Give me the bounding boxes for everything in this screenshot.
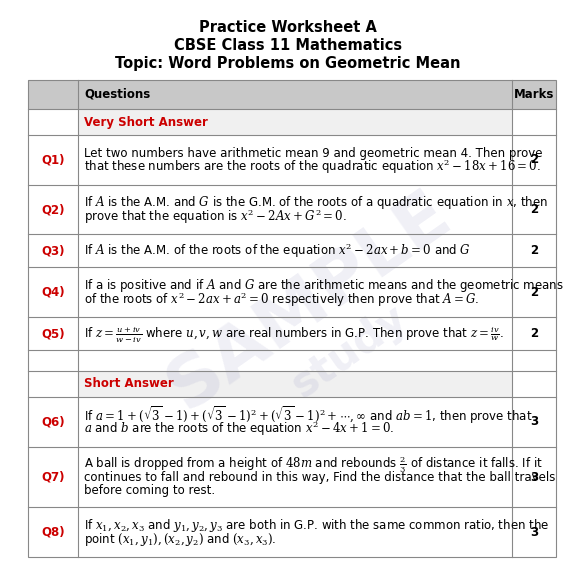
- Text: point $(x_1, y_1), (x_2, y_2)$ and $(x_3, x_3)$.: point $(x_1, y_1), (x_2, y_2)$ and $(x_3…: [84, 531, 276, 548]
- Text: 3: 3: [530, 471, 538, 484]
- Text: A ball is dropped from a height of $48m$ and rebounds $\frac{2}{3}$ of distance : A ball is dropped from a height of $48m$…: [84, 453, 543, 475]
- Text: Let two numbers have arithmetic mean 9 and geometric mean 4. Then prove: Let two numbers have arithmetic mean 9 a…: [84, 146, 543, 159]
- Text: Q6): Q6): [41, 415, 65, 429]
- Text: Practice Worksheet A: Practice Worksheet A: [199, 20, 377, 35]
- Bar: [28, 80, 556, 557]
- Text: continues to fall and rebound in this way, Find the distance that the ball trave: continues to fall and rebound in this wa…: [84, 471, 555, 484]
- Bar: [28, 80, 556, 109]
- Text: Q7): Q7): [41, 471, 65, 484]
- Bar: [78, 371, 512, 397]
- Text: If $a = 1 + (\sqrt{3}-1) + (\sqrt{3}-1)^2 + (\sqrt{3}-1)^2 + \cdots,\infty$ and : If $a = 1 + (\sqrt{3}-1) + (\sqrt{3}-1)^…: [84, 404, 533, 426]
- Text: 2: 2: [530, 245, 538, 257]
- Text: 2: 2: [530, 154, 538, 167]
- Text: If $z = \frac{u+iv}{w-iv}$ where $u, v, w$ are real numbers in G.P. Then prove t: If $z = \frac{u+iv}{w-iv}$ where $u, v, …: [84, 323, 504, 344]
- Text: Q4): Q4): [41, 286, 65, 299]
- Text: $a$ and $b$ are the roots of the equation $x^2 - 4x + 1 = 0$.: $a$ and $b$ are the roots of the equatio…: [84, 420, 395, 438]
- Text: If $A$ is the A.M. of the roots of the equation $x^2 - 2ax + b = 0$ and $G$: If $A$ is the A.M. of the roots of the e…: [84, 241, 471, 260]
- Text: Very Short Answer: Very Short Answer: [84, 116, 208, 128]
- Text: CBSE Class 11 Mathematics: CBSE Class 11 Mathematics: [174, 38, 402, 53]
- Text: Q2): Q2): [41, 203, 65, 216]
- Bar: [78, 109, 512, 135]
- Text: If $x_1, x_2, x_3$ and $y_1, y_2, y_3$ are both in G.P. with the same common rat: If $x_1, x_2, x_3$ and $y_1, y_2, y_3$ a…: [84, 517, 549, 534]
- Text: Marks: Marks: [514, 88, 554, 101]
- Text: 2: 2: [530, 203, 538, 216]
- Text: Questions: Questions: [84, 88, 150, 101]
- Text: SAMPLE: SAMPLE: [156, 178, 464, 424]
- Text: 2: 2: [530, 327, 538, 340]
- Text: before coming to rest.: before coming to rest.: [84, 484, 215, 496]
- Text: Q5): Q5): [41, 327, 65, 340]
- Text: study: study: [284, 296, 416, 406]
- Text: Short Answer: Short Answer: [84, 378, 174, 390]
- Text: Q8): Q8): [41, 526, 65, 539]
- Text: Topic: Word Problems on Geometric Mean: Topic: Word Problems on Geometric Mean: [115, 56, 461, 71]
- Text: If $A$ is the A.M. and $G$ is the G.M. of the roots of a quadratic equation in $: If $A$ is the A.M. and $G$ is the G.M. o…: [84, 194, 548, 211]
- Text: 3: 3: [530, 526, 538, 539]
- Text: Q1): Q1): [41, 154, 65, 167]
- Text: Q3): Q3): [41, 245, 65, 257]
- Text: prove that the equation is $x^2 - 2Ax + G^2 = 0$.: prove that the equation is $x^2 - 2Ax + …: [84, 207, 347, 226]
- Text: that these numbers are the roots of the quadratic equation $x^2 - 18x + 16 = 0$.: that these numbers are the roots of the …: [84, 158, 541, 176]
- Text: 2: 2: [530, 286, 538, 299]
- Text: of the roots of $x^2 - 2ax + a^2 = 0$ respectively then prove that $A = G$.: of the roots of $x^2 - 2ax + a^2 = 0$ re…: [84, 290, 479, 309]
- Text: 3: 3: [530, 415, 538, 429]
- Text: If a is positive and if $A$ and $G$ are the arithmetic means and the geometric m: If a is positive and if $A$ and $G$ are …: [84, 277, 564, 294]
